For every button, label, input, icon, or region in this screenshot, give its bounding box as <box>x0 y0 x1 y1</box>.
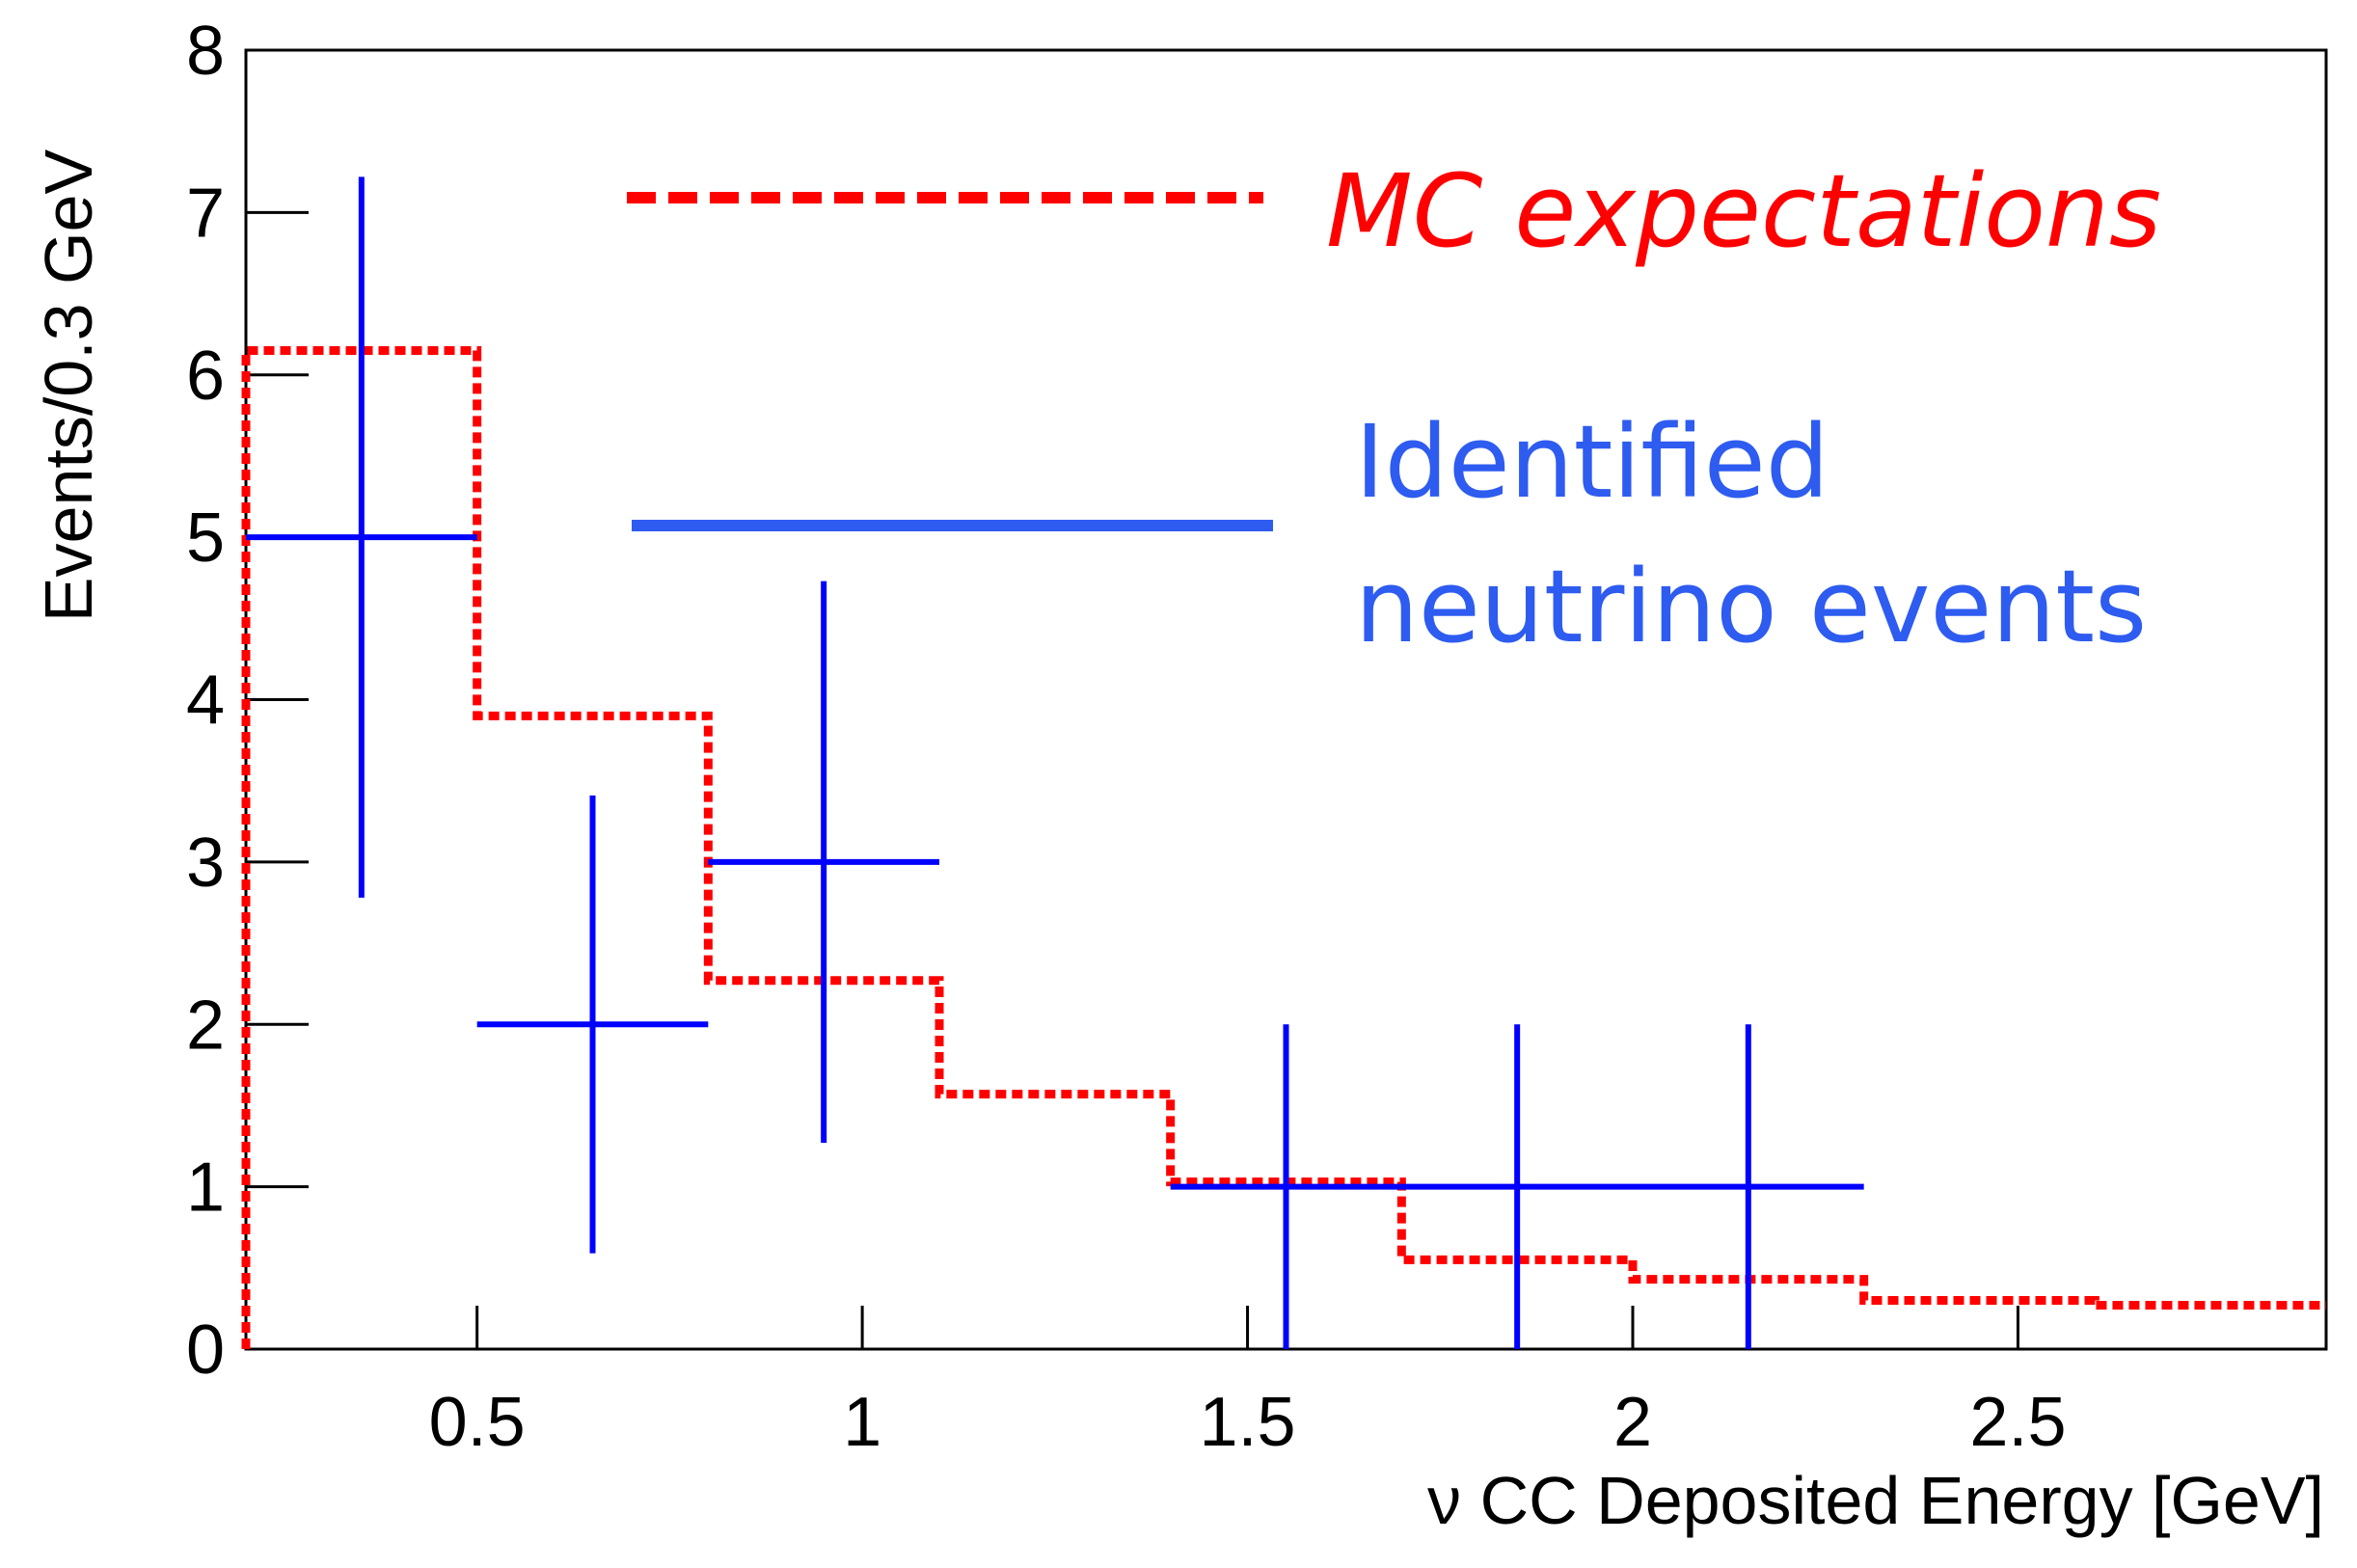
x-tick-label: 0.5 <box>429 1384 526 1461</box>
x-axis-title: ν CC Deposited Energy [GeV] <box>1427 1463 2324 1538</box>
identified-events-points <box>246 176 1864 1349</box>
data-point <box>1170 1024 1402 1349</box>
y-tick-label: 8 <box>186 13 225 90</box>
y-tick-label: 7 <box>186 175 225 252</box>
y-tick-label: 0 <box>186 1311 225 1389</box>
y-tick-label: 5 <box>186 500 225 577</box>
x-tick-label: 2 <box>1613 1384 1652 1461</box>
x-tick-label: 2.5 <box>1969 1384 2066 1461</box>
legend-events-label-line2: neutrino events <box>1355 548 2147 665</box>
y-tick-label: 2 <box>186 987 225 1064</box>
x-tick-label: 1.5 <box>1200 1384 1296 1461</box>
legend-mc-label: MC expectations <box>1326 152 2161 270</box>
x-axis-ticks: 0.5 1 1.5 2 2.5 <box>429 1306 2066 1461</box>
mc-step-line <box>241 345 2326 1349</box>
y-tick-label: 6 <box>186 338 225 415</box>
mc-expectation-histogram <box>241 345 2326 1349</box>
y-tick-label: 4 <box>186 662 225 740</box>
data-point <box>1401 1024 1633 1349</box>
data-point <box>708 581 939 1144</box>
data-point <box>246 176 477 898</box>
legend: MC expectations Identified neutrino even… <box>627 152 2161 665</box>
y-tick-label: 3 <box>186 825 225 902</box>
y-axis-ticks: 0 1 2 3 4 5 6 7 8 <box>186 13 309 1389</box>
data-point <box>1633 1024 1864 1349</box>
x-tick-label: 1 <box>843 1384 881 1461</box>
y-tick-label: 1 <box>186 1149 225 1227</box>
y-axis-title: Events/0.3 GeV <box>31 149 106 623</box>
legend-events-label-line1: Identified <box>1355 403 1829 521</box>
data-point <box>476 795 709 1254</box>
